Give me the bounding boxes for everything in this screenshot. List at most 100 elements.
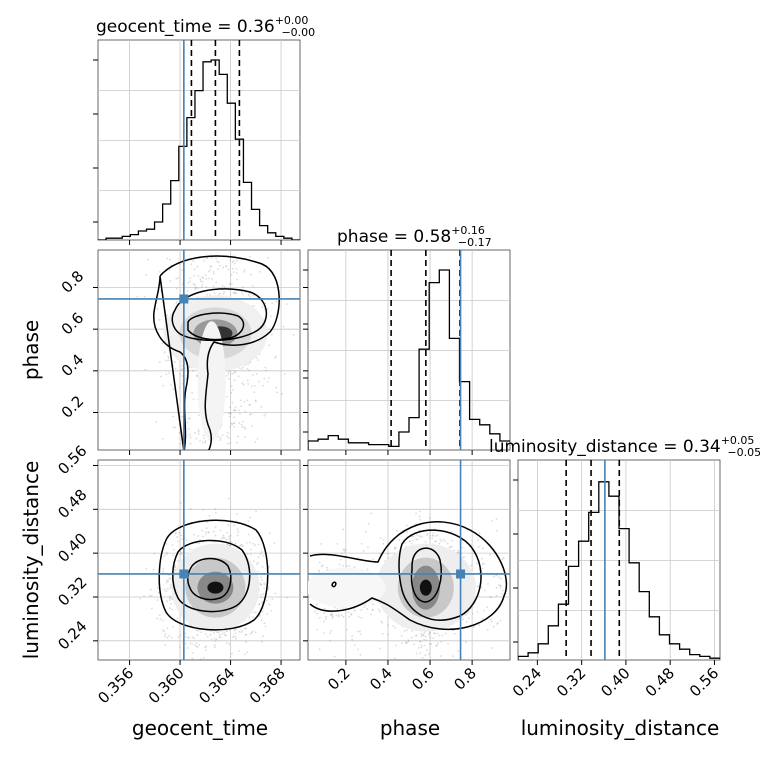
sample-point bbox=[224, 634, 227, 637]
sample-point bbox=[233, 291, 236, 294]
sample-point bbox=[240, 543, 243, 546]
sample-point bbox=[238, 545, 241, 547]
sample-point bbox=[413, 643, 416, 646]
sample-point bbox=[253, 391, 256, 394]
sample-point bbox=[169, 586, 172, 589]
sample-point bbox=[199, 278, 202, 281]
sample-point bbox=[261, 610, 264, 613]
sample-point bbox=[480, 557, 483, 560]
sample-point bbox=[226, 435, 229, 437]
sample-point bbox=[426, 649, 428, 652]
sample-point bbox=[495, 587, 498, 589]
sample-point bbox=[163, 351, 166, 354]
sample-point bbox=[144, 368, 147, 371]
sample-point bbox=[204, 531, 207, 533]
sample-point bbox=[219, 264, 221, 267]
sample-point bbox=[342, 616, 345, 618]
sample-point bbox=[227, 497, 230, 500]
sample-point bbox=[247, 363, 249, 366]
sample-point bbox=[265, 599, 268, 602]
sample-point bbox=[489, 595, 491, 598]
sample-point bbox=[420, 646, 423, 649]
sample-point bbox=[194, 644, 196, 647]
sample-point bbox=[483, 589, 486, 592]
sample-point bbox=[168, 596, 171, 599]
sample-point bbox=[166, 257, 169, 260]
sample-point bbox=[423, 644, 426, 647]
sample-point bbox=[271, 333, 273, 336]
sample-point bbox=[236, 278, 239, 281]
sample-point bbox=[259, 593, 262, 596]
xlabel-luminosity-distance: luminosity_distance bbox=[521, 716, 720, 740]
sample-point bbox=[197, 428, 200, 431]
sample-point bbox=[266, 613, 269, 615]
sample-point bbox=[318, 648, 321, 651]
density-cell bbox=[419, 579, 432, 596]
sample-point bbox=[203, 259, 205, 262]
sample-point bbox=[173, 361, 176, 363]
sample-point bbox=[420, 635, 423, 638]
sample-point bbox=[147, 258, 149, 261]
sample-point bbox=[498, 576, 500, 579]
sample-point bbox=[260, 583, 263, 586]
sample-point bbox=[188, 433, 191, 436]
sample-point bbox=[194, 283, 196, 286]
sample-point bbox=[444, 632, 447, 635]
sample-point bbox=[214, 508, 217, 511]
sample-point bbox=[178, 646, 181, 649]
sample-point bbox=[381, 632, 384, 635]
sample-point bbox=[170, 384, 173, 386]
sample-point bbox=[226, 532, 229, 534]
sample-point bbox=[219, 529, 222, 532]
sample-point bbox=[404, 641, 407, 644]
sample-point bbox=[418, 515, 421, 518]
sample-point bbox=[168, 635, 170, 637]
sample-point bbox=[380, 620, 383, 623]
sample-point bbox=[184, 367, 187, 370]
sample-point bbox=[476, 585, 479, 588]
sample-point bbox=[200, 529, 203, 532]
sample-point bbox=[217, 268, 219, 270]
sample-point bbox=[256, 563, 258, 566]
sample-point bbox=[186, 647, 189, 649]
sample-point bbox=[187, 281, 190, 284]
sample-point bbox=[428, 631, 431, 634]
sample-point bbox=[241, 425, 244, 428]
sample-point bbox=[181, 269, 184, 272]
sample-point bbox=[235, 268, 238, 270]
sample-point bbox=[167, 579, 170, 582]
sample-point bbox=[177, 540, 179, 543]
sample-point bbox=[420, 633, 423, 635]
sample-point bbox=[174, 426, 177, 429]
truth-marker bbox=[456, 569, 466, 579]
sample-point bbox=[197, 414, 200, 417]
sample-point bbox=[241, 420, 244, 423]
sample-point bbox=[175, 287, 178, 290]
sample-point bbox=[270, 609, 273, 612]
sample-point bbox=[156, 307, 159, 310]
sample-point bbox=[195, 374, 198, 377]
sample-point bbox=[166, 636, 169, 639]
sample-point bbox=[233, 422, 236, 425]
sample-point bbox=[486, 606, 489, 609]
sample-point bbox=[419, 518, 421, 521]
sample-point bbox=[344, 548, 347, 551]
sample-point bbox=[169, 597, 172, 600]
sample-point bbox=[325, 618, 327, 620]
sample-point bbox=[246, 651, 249, 654]
sample-point bbox=[321, 564, 324, 567]
sample-point bbox=[213, 637, 216, 640]
sample-point bbox=[451, 545, 453, 548]
sample-point bbox=[180, 551, 183, 554]
sample-point bbox=[162, 384, 165, 387]
sample-point bbox=[262, 635, 264, 638]
sample-point bbox=[216, 631, 218, 634]
sample-point bbox=[158, 271, 161, 273]
sample-point bbox=[411, 542, 414, 545]
sample-point bbox=[435, 659, 437, 660]
sample-point bbox=[286, 596, 288, 599]
sample-point bbox=[179, 442, 182, 445]
sample-point bbox=[205, 278, 208, 280]
histogram-luminosity_distance bbox=[518, 481, 720, 660]
sample-point bbox=[251, 631, 253, 634]
